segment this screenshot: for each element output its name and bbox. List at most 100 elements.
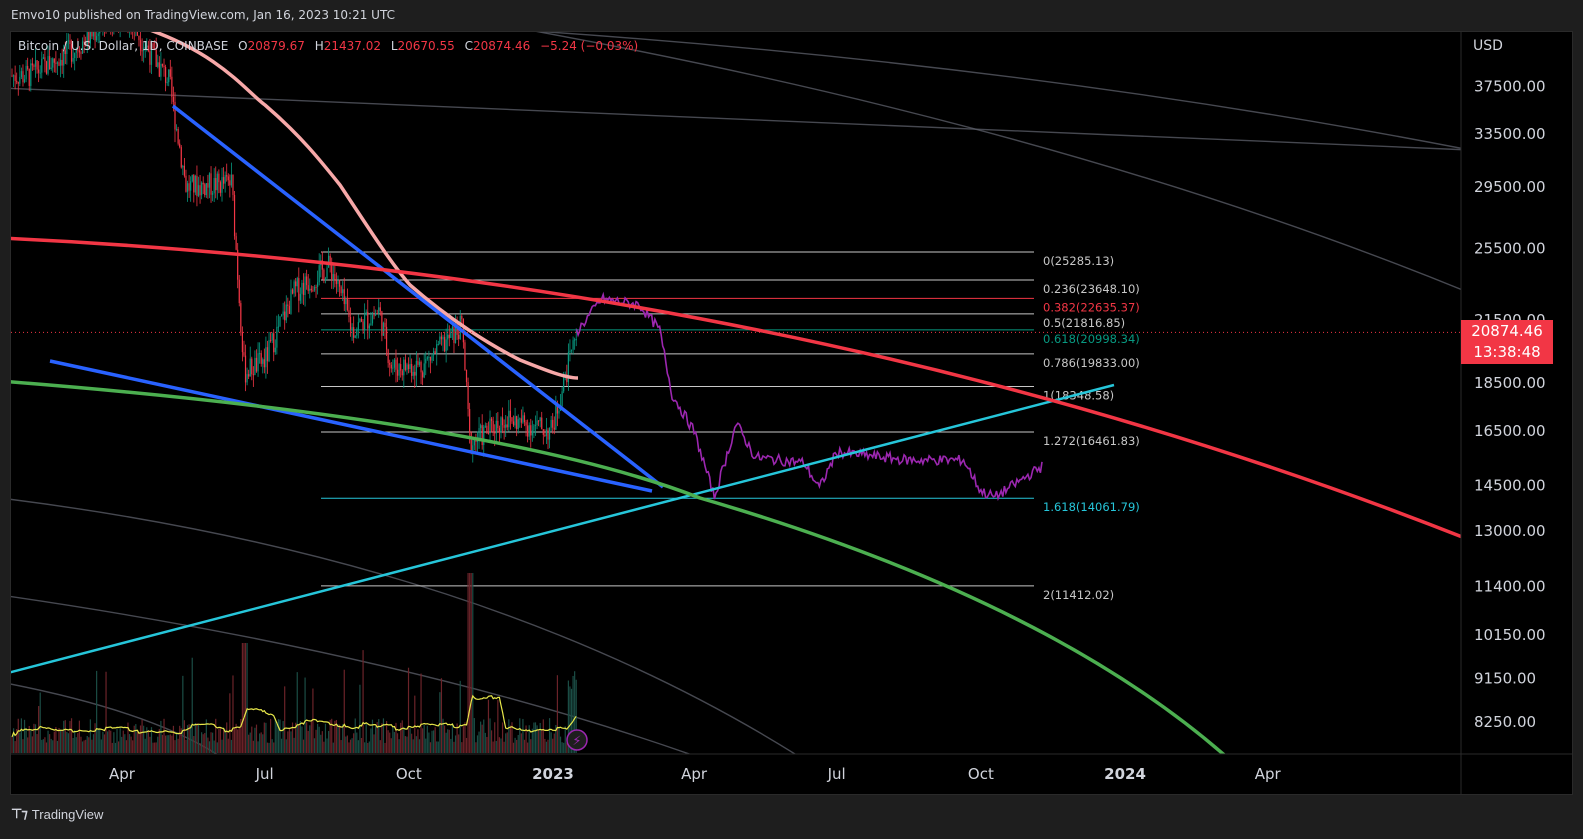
volume-bar (259, 733, 261, 753)
candle-body (70, 44, 73, 62)
candle-body (392, 367, 394, 369)
volume-bar (313, 738, 316, 753)
volume-bar (58, 727, 60, 753)
candle-body (317, 282, 319, 287)
volume-bar (49, 734, 51, 753)
published-text: Emvo10 published on TradingView.com, Jan… (11, 8, 395, 22)
candle-body (219, 182, 222, 193)
volume-bar (481, 724, 483, 753)
candle-body (417, 360, 419, 365)
y-tick-label: 33500.00 (1474, 125, 1546, 143)
tradingview-logo[interactable]: ⊤⁊ TradingView (11, 806, 103, 822)
candle-body (538, 420, 540, 422)
volume-bar (415, 736, 417, 753)
volume-bar (20, 718, 23, 753)
fib-label: 0.5(21816.85) (1043, 316, 1125, 330)
candle-body (20, 71, 23, 77)
candle-body (420, 361, 422, 373)
candle-body (33, 65, 35, 67)
candle-body (547, 429, 549, 440)
candle-body (208, 173, 211, 188)
volume-bar (238, 727, 240, 753)
volume-bar (548, 718, 551, 753)
candle-body (309, 288, 311, 291)
candle-body (467, 381, 469, 409)
candle-body (428, 356, 430, 358)
candle-body (179, 143, 181, 148)
candle-body (489, 418, 491, 434)
candle-body (534, 424, 537, 426)
volume-bar (14, 741, 16, 753)
volume-bar (199, 742, 201, 753)
volume-bar (454, 735, 457, 753)
volume-bar (489, 718, 491, 753)
candle-body (131, 21, 132, 25)
volume-bar (172, 725, 175, 753)
fibonacci-extension[interactable]: 0(25285.13) 0.236(23648.10) 0.382(22635.37… (321, 251, 1140, 602)
candle-body (113, 27, 114, 31)
volume-bar (381, 723, 383, 753)
volume-bar (91, 739, 93, 753)
red-arc[interactable] (0, 236, 1470, 540)
candle-body (233, 194, 236, 237)
volume-bar (340, 740, 342, 753)
volume-bar (249, 732, 251, 753)
volume-bar (550, 732, 552, 753)
candle-body (88, 32, 90, 44)
volume-bar (442, 718, 444, 753)
candle-body (359, 318, 361, 323)
volume-bar (541, 730, 543, 753)
volume-bar (230, 739, 233, 753)
candle-body (500, 417, 502, 433)
volume-bar (538, 729, 540, 753)
volume-bar (348, 742, 350, 753)
green-arc[interactable] (0, 380, 1230, 760)
volume-bar (12, 728, 15, 753)
candle-body (293, 281, 295, 294)
volume-bar (528, 725, 530, 753)
replay-icon[interactable]: ⚡ (566, 729, 588, 751)
volume-bar (11, 736, 13, 753)
volume-bar (183, 720, 185, 753)
volume-bar (31, 736, 33, 753)
volume-bar (487, 699, 490, 753)
volume-bar (174, 740, 176, 753)
candle-body (152, 43, 154, 49)
candle-body (570, 349, 573, 351)
volume-bar (50, 738, 52, 753)
rising-trendline[interactable] (0, 383, 1115, 675)
chart-frame[interactable] (10, 31, 1573, 795)
candle-body (396, 369, 399, 376)
volume-bar (472, 573, 474, 753)
candle-body (83, 41, 85, 43)
volume-bar (539, 722, 541, 753)
candle-body (135, 25, 136, 30)
candle-body (109, 19, 110, 21)
fib-label: 0.618(20998.34) (1043, 332, 1140, 346)
candle-body (370, 323, 372, 326)
volume-bar (30, 730, 32, 753)
candle-body (224, 175, 226, 184)
price-axis[interactable]: 37500.0033500.0029500.0025500.0021500.00… (1474, 78, 1546, 731)
candle-body (306, 276, 308, 286)
candle-body (324, 278, 327, 281)
symbol-name[interactable]: Bitcoin / U.S. Dollar, 1D, COINBASE (18, 39, 229, 53)
volume-bar (114, 742, 117, 753)
volume-bar (439, 692, 441, 753)
candle-body (342, 289, 344, 294)
overlay-drawings[interactable] (0, 30, 1470, 760)
currency-label[interactable]: USD (1473, 38, 1503, 54)
candle-body (334, 274, 336, 281)
candle-body (31, 63, 33, 66)
time-axis[interactable]: Apr Jul Oct 2023 Apr Jul Oct 2024 Apr (109, 765, 1281, 783)
trendline-lower[interactable] (49, 359, 653, 493)
volume-bar (193, 736, 195, 753)
volume-bar (180, 728, 182, 753)
gray-arc-3 (11, 498, 797, 754)
candle-body (276, 326, 278, 348)
volume-bar (486, 736, 488, 753)
volume-bar (530, 739, 532, 753)
candle-body (163, 65, 165, 67)
trendline-upper[interactable] (171, 104, 665, 489)
